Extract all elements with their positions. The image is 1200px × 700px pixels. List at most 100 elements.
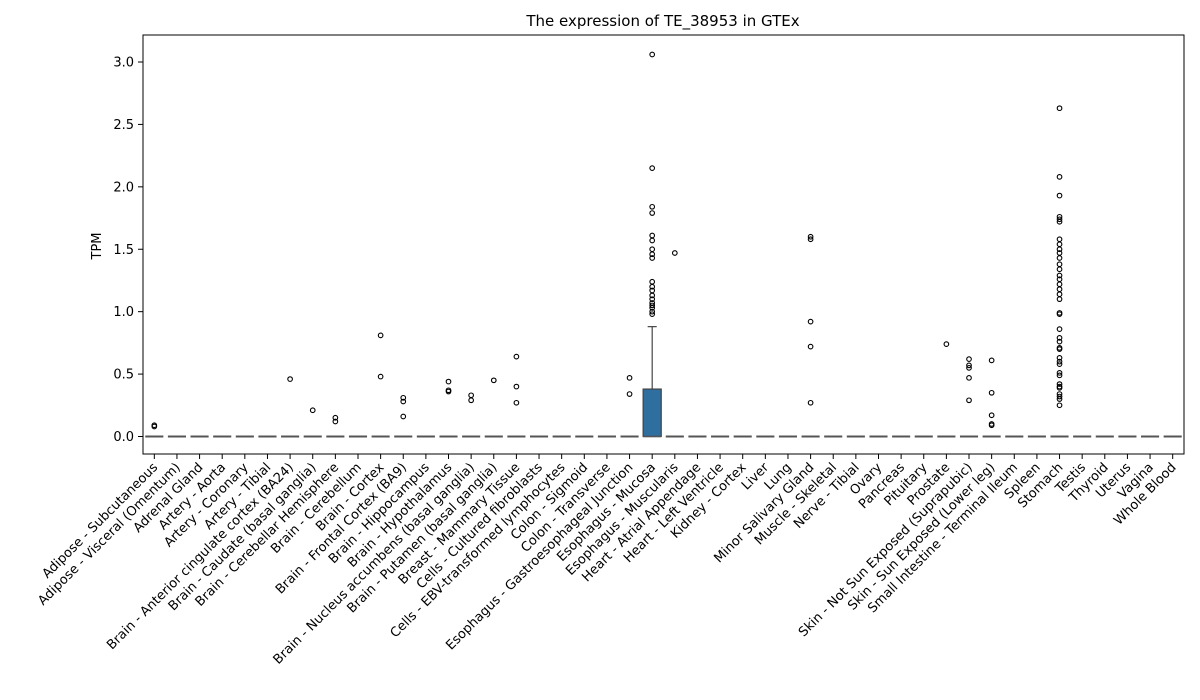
outlier-point: [1056, 296, 1063, 303]
outlier-point: [988, 357, 995, 364]
plot-frame: [142, 34, 1185, 455]
y-axis-label: TPM: [90, 233, 105, 261]
y-tick-label: 2.0: [113, 180, 134, 195]
outlier-point: [1056, 291, 1063, 298]
outlier-point: [1056, 355, 1063, 361]
outlier-point: [445, 378, 452, 385]
outlier-point: [513, 399, 520, 406]
outlier-point: [468, 397, 474, 404]
outlier-point: [626, 374, 633, 381]
outlier-point: [1056, 311, 1063, 318]
outlier-point: [988, 412, 995, 419]
outlier-point: [1056, 192, 1063, 199]
outlier-point: [1056, 393, 1063, 400]
y-tick-label: 1.0: [113, 305, 134, 320]
outlier-point: [1056, 372, 1063, 379]
outlier-point: [649, 232, 656, 239]
outlier-point: [1056, 381, 1063, 387]
outlier-point: [807, 318, 814, 325]
outlier-point: [332, 418, 339, 425]
outlier-point: [649, 311, 656, 318]
outlier-point: [966, 364, 972, 371]
outlier-point: [1056, 281, 1063, 288]
outlier-point: [1056, 216, 1063, 223]
outlier-point: [468, 392, 474, 399]
outlier-point: [1056, 236, 1063, 243]
outlier-point: [649, 165, 656, 171]
outlier-point: [807, 233, 814, 240]
y-axis: 0.0 0.5 1.0 1.5 2.0 2.5 3.0: [113, 56, 143, 445]
y-tick-label: 3.0: [113, 56, 134, 71]
outlier-point: [1056, 255, 1063, 261]
outlier-point: [649, 278, 656, 285]
outlier-point: [1056, 286, 1063, 293]
outlier-point: [649, 302, 656, 309]
outlier-point: [445, 388, 452, 395]
outlier-point: [649, 251, 656, 258]
outlier-point: [287, 376, 293, 382]
outlier-point: [1056, 346, 1063, 352]
outlier-point: [1056, 241, 1063, 248]
outlier-point: [649, 237, 656, 244]
outlier-point: [332, 414, 339, 421]
y-tick-label: 2.5: [113, 118, 134, 133]
y-tick-label: 0.5: [113, 368, 134, 383]
outlier-point: [1056, 335, 1063, 341]
outlier-point: [377, 373, 384, 380]
outlier-point: [807, 236, 814, 243]
outlier-point: [1056, 369, 1063, 376]
outlier-point: [490, 377, 497, 384]
outlier-point: [649, 296, 656, 303]
outlier-point: [400, 394, 407, 401]
y-tick-label: 0.0: [113, 430, 134, 445]
outlier-point: [377, 332, 384, 339]
outlier-point: [943, 341, 950, 347]
outlier-point: [1056, 105, 1063, 112]
outlier-point: [966, 362, 972, 369]
outlier-point: [309, 407, 316, 414]
outlier-point: [807, 343, 814, 350]
outlier-point: [649, 283, 656, 290]
outlier-point: [649, 292, 656, 299]
outlier-point: [649, 305, 656, 311]
outlier-point: [649, 255, 656, 261]
y-tick-label: 1.5: [113, 243, 134, 258]
outlier-point: [1056, 261, 1063, 268]
box-22: [642, 388, 662, 438]
data-marks: [145, 51, 1182, 438]
outlier-point: [513, 383, 520, 390]
outlier-point: [807, 399, 814, 406]
outlier-point: [400, 413, 407, 420]
outlier-point: [513, 353, 520, 360]
outlier-point: [1056, 361, 1063, 367]
outlier-point: [151, 423, 158, 430]
outlier-point: [649, 51, 656, 58]
outlier-point: [1056, 266, 1063, 273]
outlier-point: [649, 203, 656, 210]
outlier-point: [1056, 218, 1063, 225]
outlier-point: [1056, 358, 1063, 365]
outlier-point: [988, 389, 995, 396]
outlier-point: [1056, 338, 1063, 345]
outlier-point: [966, 356, 972, 362]
outlier-point: [1056, 326, 1063, 332]
outlier-point: [649, 246, 656, 253]
outlier-point: [1056, 246, 1063, 253]
outlier-point: [649, 308, 656, 315]
chart-title: The expression of TE_38953 in GTEx: [525, 12, 799, 31]
outlier-point: [1056, 402, 1063, 409]
outlier-point: [1056, 396, 1063, 402]
outlier-point: [671, 250, 678, 256]
outlier-point: [400, 398, 407, 405]
outlier-point: [649, 210, 656, 216]
plot-area: 0.0 0.5 1.0 1.5 2.0 2.5 3.0 Adipose - Subcutan…: [35, 34, 1185, 668]
outlier-point: [1056, 272, 1063, 279]
outlier-point: [1056, 173, 1063, 180]
outlier-point: [988, 422, 995, 429]
outlier-point: [966, 374, 972, 381]
outlier-point: [626, 391, 633, 397]
outlier-point: [1056, 384, 1063, 391]
outlier-point: [966, 397, 972, 404]
